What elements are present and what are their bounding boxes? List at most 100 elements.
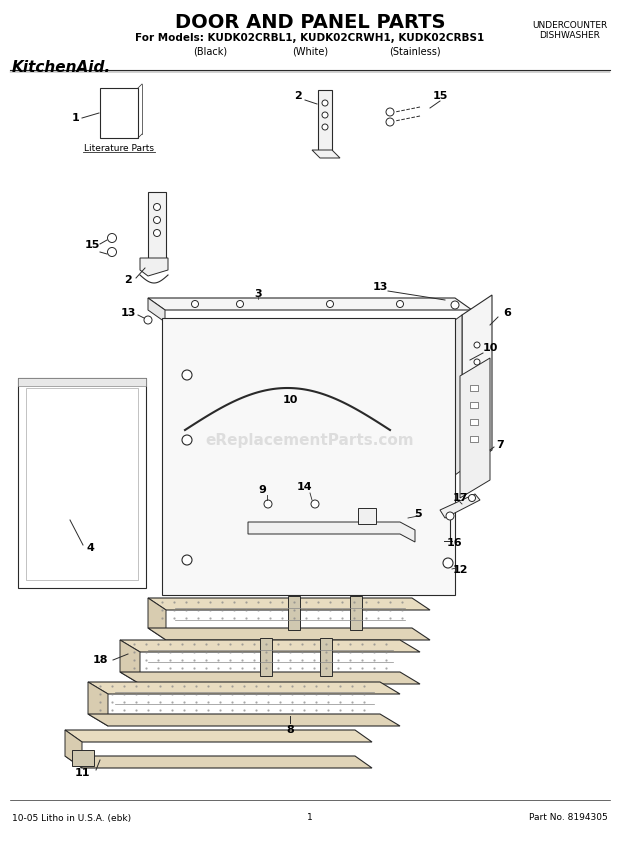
Bar bbox=[26, 388, 138, 580]
Polygon shape bbox=[65, 756, 372, 768]
Circle shape bbox=[386, 118, 394, 126]
Circle shape bbox=[107, 234, 117, 242]
Text: 13: 13 bbox=[373, 282, 388, 292]
Text: 12: 12 bbox=[452, 565, 467, 575]
Text: 18: 18 bbox=[92, 655, 108, 665]
Text: 1: 1 bbox=[72, 113, 80, 123]
Text: 8: 8 bbox=[286, 725, 294, 735]
Polygon shape bbox=[88, 682, 108, 726]
Bar bbox=[18, 378, 146, 588]
Text: 15: 15 bbox=[432, 91, 448, 101]
Bar bbox=[320, 638, 332, 676]
Bar bbox=[148, 192, 166, 264]
Text: 17: 17 bbox=[452, 493, 467, 503]
Bar bbox=[358, 508, 376, 524]
Bar bbox=[470, 419, 478, 425]
Text: DOOR AND PANEL PARTS: DOOR AND PANEL PARTS bbox=[175, 13, 445, 32]
Text: (White): (White) bbox=[292, 46, 328, 56]
Circle shape bbox=[192, 300, 198, 307]
Text: For Models: KUDK02CRBL1, KUDK02CRWH1, KUDK02CRBS1: For Models: KUDK02CRBL1, KUDK02CRWH1, KU… bbox=[135, 33, 485, 43]
Text: 13: 13 bbox=[120, 308, 136, 318]
Polygon shape bbox=[440, 494, 480, 518]
Circle shape bbox=[327, 300, 334, 307]
Bar bbox=[470, 402, 478, 408]
Polygon shape bbox=[248, 522, 415, 542]
Text: 3: 3 bbox=[254, 289, 262, 299]
Circle shape bbox=[451, 301, 459, 309]
Polygon shape bbox=[120, 640, 140, 684]
Text: 10: 10 bbox=[282, 395, 298, 405]
Polygon shape bbox=[148, 298, 472, 310]
Bar bbox=[350, 596, 362, 630]
Text: 7: 7 bbox=[496, 440, 504, 450]
Polygon shape bbox=[148, 598, 430, 610]
Text: (Stainless): (Stainless) bbox=[389, 46, 441, 56]
Polygon shape bbox=[120, 640, 420, 652]
Circle shape bbox=[446, 512, 454, 520]
Text: eReplacementParts.com: eReplacementParts.com bbox=[206, 432, 414, 448]
Circle shape bbox=[154, 204, 161, 211]
Bar bbox=[470, 436, 478, 442]
Text: 16: 16 bbox=[447, 538, 463, 548]
Text: KitchenAid.: KitchenAid. bbox=[12, 60, 111, 75]
Polygon shape bbox=[140, 258, 168, 276]
Text: 4: 4 bbox=[86, 543, 94, 553]
Polygon shape bbox=[65, 730, 82, 768]
Bar bbox=[100, 88, 138, 138]
Text: 2: 2 bbox=[124, 275, 132, 285]
Text: 15: 15 bbox=[84, 240, 100, 250]
Polygon shape bbox=[460, 358, 490, 498]
Text: Literature Parts: Literature Parts bbox=[84, 144, 154, 152]
Text: 5: 5 bbox=[414, 509, 422, 519]
Circle shape bbox=[144, 316, 152, 324]
Bar bbox=[318, 90, 332, 152]
Text: 10: 10 bbox=[482, 343, 498, 353]
Circle shape bbox=[182, 435, 192, 445]
Text: 11: 11 bbox=[74, 768, 90, 778]
Polygon shape bbox=[65, 730, 372, 742]
Circle shape bbox=[474, 359, 480, 365]
Circle shape bbox=[154, 217, 161, 223]
Bar bbox=[18, 378, 146, 386]
Text: Part No. 8194305: Part No. 8194305 bbox=[529, 813, 608, 823]
Circle shape bbox=[474, 376, 480, 382]
Polygon shape bbox=[88, 714, 400, 726]
Circle shape bbox=[469, 495, 476, 502]
Text: 6: 6 bbox=[503, 308, 511, 318]
Circle shape bbox=[236, 300, 244, 307]
Circle shape bbox=[322, 124, 328, 130]
Circle shape bbox=[182, 370, 192, 380]
Circle shape bbox=[182, 555, 192, 565]
Polygon shape bbox=[148, 628, 430, 640]
Circle shape bbox=[474, 410, 480, 416]
Text: UNDERCOUNTER: UNDERCOUNTER bbox=[533, 21, 608, 29]
Circle shape bbox=[311, 500, 319, 508]
Text: (Black): (Black) bbox=[193, 46, 227, 56]
Bar bbox=[470, 385, 478, 391]
Polygon shape bbox=[312, 150, 340, 158]
Polygon shape bbox=[148, 298, 165, 322]
Circle shape bbox=[322, 112, 328, 118]
Circle shape bbox=[386, 108, 394, 116]
Circle shape bbox=[474, 393, 480, 399]
Text: 9: 9 bbox=[258, 485, 266, 495]
Polygon shape bbox=[120, 672, 420, 684]
Text: 10-05 Litho in U.S.A. (ebk): 10-05 Litho in U.S.A. (ebk) bbox=[12, 813, 131, 823]
Text: 2: 2 bbox=[294, 91, 302, 101]
Text: 14: 14 bbox=[297, 482, 313, 492]
Polygon shape bbox=[88, 682, 400, 694]
Text: 1: 1 bbox=[307, 813, 313, 823]
Circle shape bbox=[264, 500, 272, 508]
Circle shape bbox=[443, 558, 453, 568]
Circle shape bbox=[322, 100, 328, 106]
Circle shape bbox=[474, 342, 480, 348]
Text: DISHWASHER: DISHWASHER bbox=[539, 31, 600, 39]
Bar bbox=[260, 638, 272, 676]
Polygon shape bbox=[148, 598, 166, 640]
Bar bbox=[72, 750, 94, 766]
Circle shape bbox=[154, 229, 161, 236]
Circle shape bbox=[397, 300, 404, 307]
Circle shape bbox=[107, 247, 117, 257]
Polygon shape bbox=[448, 315, 462, 480]
Bar bbox=[288, 596, 300, 630]
